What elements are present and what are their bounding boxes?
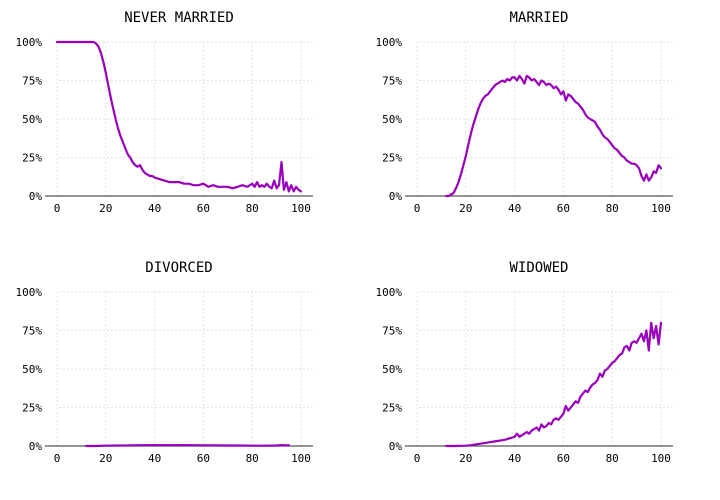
x-tick-label: 40	[148, 452, 161, 465]
x-tick-label: 0	[414, 452, 421, 465]
x-tick-label: 60	[557, 452, 570, 465]
y-tick-label: 50%	[382, 113, 402, 126]
x-tick-label: 20	[99, 202, 112, 215]
x-tick-label: 60	[197, 452, 210, 465]
y-tick-label: 100%	[376, 286, 403, 299]
x-tick-label: 80	[246, 202, 259, 215]
panel-divorced: DIVORCED 0% 25% 50% 75% 100% 0 20 40 60 80 100	[16, 260, 313, 465]
y-tick-label: 25%	[22, 152, 42, 165]
x-tick-label: 40	[508, 202, 521, 215]
x-tick-label: 0	[414, 202, 421, 215]
x-tick-label: 100	[291, 452, 311, 465]
x-tick-label: 20	[99, 452, 112, 465]
y-tick-label: 100%	[16, 36, 43, 49]
panel-title: DIVORCED	[145, 260, 212, 276]
panel-married: MARRIED 0% 25% 50% 75% 100% 0 20 40 60 80 100	[376, 10, 673, 215]
y-tick-label: 0%	[389, 440, 403, 453]
y-tick-label: 75%	[382, 325, 402, 338]
series-line-married	[445, 74, 663, 198]
y-tick-label: 25%	[22, 402, 42, 415]
panel-never-married: NEVER MARRIED 0% 25% 50% 75% 100% 0 20 40 60 80 100	[16, 10, 313, 215]
panel-title: WIDOWED	[509, 260, 568, 276]
y-tick-label: 75%	[382, 75, 402, 88]
y-tick-label: 100%	[16, 286, 43, 299]
panel-widowed: WIDOWED 0% 25% 50% 75% 100% 0 20 40 60 80 100	[376, 260, 673, 465]
x-tick-label: 40	[148, 202, 161, 215]
y-tick-label: 25%	[382, 402, 402, 415]
y-tick-label: 50%	[22, 113, 42, 126]
series-line-never-married	[55, 40, 303, 193]
x-tick-label: 0	[54, 202, 61, 215]
x-tick-label: 20	[459, 452, 472, 465]
x-tick-label: 100	[291, 202, 311, 215]
y-tick-label: 50%	[382, 363, 402, 376]
series-line-divorced	[85, 444, 290, 448]
x-tick-label: 40	[508, 452, 521, 465]
x-tick-label: 80	[606, 202, 619, 215]
y-tick-label: 0%	[29, 190, 43, 203]
x-tick-label: 60	[557, 202, 570, 215]
x-tick-label: 0	[54, 452, 61, 465]
panel-title: NEVER MARRIED	[124, 10, 234, 26]
x-tick-label: 80	[246, 452, 259, 465]
y-tick-label: 75%	[22, 325, 42, 338]
x-tick-label: 80	[606, 452, 619, 465]
y-tick-label: 75%	[22, 75, 42, 88]
series-line-widowed	[445, 321, 663, 448]
x-tick-label: 100	[651, 452, 671, 465]
y-tick-label: 0%	[389, 190, 403, 203]
x-tick-label: 100	[651, 202, 671, 215]
x-tick-label: 60	[197, 202, 210, 215]
y-tick-label: 0%	[29, 440, 43, 453]
x-tick-label: 20	[459, 202, 472, 215]
y-tick-label: 25%	[382, 152, 402, 165]
y-tick-label: 50%	[22, 363, 42, 376]
y-tick-label: 100%	[376, 36, 403, 49]
panel-title: MARRIED	[509, 10, 568, 26]
